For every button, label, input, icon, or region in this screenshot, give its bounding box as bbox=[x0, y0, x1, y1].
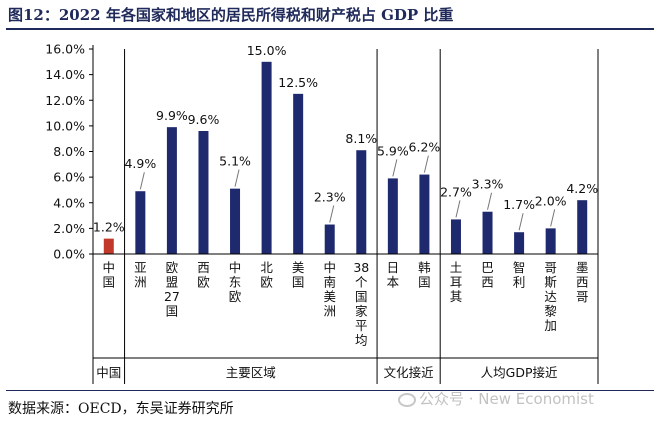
leader-line bbox=[392, 159, 398, 177]
source-note: 数据来源：OECD，东吴证券研究所 bbox=[8, 401, 234, 417]
x-tick-label: 日本 bbox=[387, 260, 400, 290]
leader-line bbox=[234, 169, 240, 187]
data-label: 8.1% bbox=[345, 131, 377, 146]
x-tick-label: 中南美洲 bbox=[323, 260, 336, 319]
footer-divider bbox=[6, 390, 654, 391]
x-tick-label: 西欧 bbox=[197, 260, 210, 290]
x-tick-label: 欧盟 27 国 bbox=[164, 260, 180, 319]
bar-chart: 0.0% 2.0% 4.0% 6.0% 8.0% 10.0% 12.0% 14.0% 16.0%… bbox=[45, 42, 599, 384]
y-tick-label: 6.0% bbox=[53, 170, 85, 185]
bar bbox=[450, 219, 461, 254]
bar bbox=[293, 93, 304, 254]
x-tick-label: 墨西哥 bbox=[576, 260, 589, 304]
leader-line bbox=[455, 200, 461, 218]
x-tick-label: 智利 bbox=[513, 260, 526, 290]
y-axis: 0.0% 2.0% 4.0% 6.0% 8.0% 10.0% 12.0% 14.0% 16.0% bbox=[45, 42, 94, 262]
data-label: 12.5% bbox=[278, 75, 318, 90]
data-label: 6.2% bbox=[409, 140, 441, 155]
bar bbox=[261, 61, 272, 254]
bar bbox=[356, 150, 367, 254]
group-label: 主要区域 bbox=[226, 365, 276, 380]
y-tick-label: 16.0% bbox=[45, 42, 85, 57]
bar bbox=[387, 178, 398, 254]
bars bbox=[103, 61, 588, 254]
y-tick-label: 8.0% bbox=[53, 144, 85, 159]
y-tick-label: 12.0% bbox=[45, 93, 85, 108]
label-leader-lines bbox=[139, 155, 556, 231]
bar bbox=[545, 228, 556, 254]
leader-line bbox=[423, 155, 429, 173]
bar bbox=[103, 238, 114, 254]
group-label: 人均GDP接近 bbox=[481, 365, 558, 380]
x-tick-label: 韩国 bbox=[418, 260, 431, 290]
x-tick-label: 北欧 bbox=[260, 260, 273, 290]
x-tick-label: 中东欧 bbox=[229, 260, 242, 304]
data-label: 15.0% bbox=[247, 43, 287, 58]
bar bbox=[577, 200, 588, 254]
bar bbox=[514, 232, 525, 254]
x-tick-label: 美国 bbox=[292, 260, 305, 290]
y-tick-label: 2.0% bbox=[53, 221, 85, 236]
leader-line bbox=[139, 172, 145, 190]
data-label: 1.2% bbox=[93, 220, 125, 235]
data-label: 2.3% bbox=[314, 190, 346, 205]
leader-line bbox=[550, 209, 556, 227]
x-tick-label: 中国 bbox=[103, 260, 116, 290]
bar bbox=[166, 127, 177, 254]
x-tick-label: 哥斯达黎加 bbox=[544, 260, 557, 333]
leader-line bbox=[518, 213, 524, 231]
data-label: 9.9% bbox=[156, 108, 188, 123]
y-tick-label: 14.0% bbox=[45, 67, 85, 82]
leader-line bbox=[329, 205, 335, 223]
watermark-text: 公众号 · New Economist bbox=[419, 390, 594, 408]
y-tick-label: 0.0% bbox=[53, 247, 85, 262]
bar bbox=[482, 211, 493, 254]
figure-title: 图12：2022 年各国家和地区的居民所得税和财产税占 GDP 比重 bbox=[8, 6, 454, 24]
data-label: 5.1% bbox=[219, 154, 251, 169]
bar bbox=[324, 224, 335, 254]
data-label: 3.3% bbox=[472, 177, 504, 192]
x-tick-label: 亚洲 bbox=[134, 260, 147, 290]
bar bbox=[230, 188, 241, 254]
x-tick-label: 巴西 bbox=[481, 260, 494, 290]
title-divider bbox=[6, 28, 654, 30]
x-tick-label: 38 个国家平均 bbox=[353, 260, 369, 348]
bar bbox=[419, 174, 430, 254]
x-tick-label: 土耳其 bbox=[450, 260, 463, 304]
data-label: 1.7% bbox=[503, 197, 535, 212]
bar bbox=[198, 131, 209, 254]
group-label: 文化接近 bbox=[384, 365, 435, 380]
data-label: 2.7% bbox=[440, 184, 472, 199]
y-tick-label: 10.0% bbox=[45, 118, 85, 133]
data-label: 4.2% bbox=[566, 181, 598, 196]
y-tick-label: 4.0% bbox=[53, 195, 85, 210]
leader-line bbox=[487, 192, 493, 210]
wechat-icon bbox=[398, 392, 416, 407]
watermark: 公众号 · New Economist bbox=[398, 388, 594, 409]
data-label: 9.6% bbox=[188, 112, 220, 127]
data-label: 5.9% bbox=[377, 143, 409, 158]
bar bbox=[135, 191, 146, 254]
value-labels: 1.2% 4.9% 9.9% 9.6% 5.1% 15.0% 12.5% 2.3% 8.1%5.… bbox=[93, 43, 598, 235]
group-frame: 中国 主要区域 文化接近 人均GDP接近 bbox=[92, 49, 599, 384]
data-label: 2.0% bbox=[535, 193, 567, 208]
group-label: 中国 bbox=[96, 365, 121, 380]
data-label: 4.9% bbox=[124, 156, 156, 171]
